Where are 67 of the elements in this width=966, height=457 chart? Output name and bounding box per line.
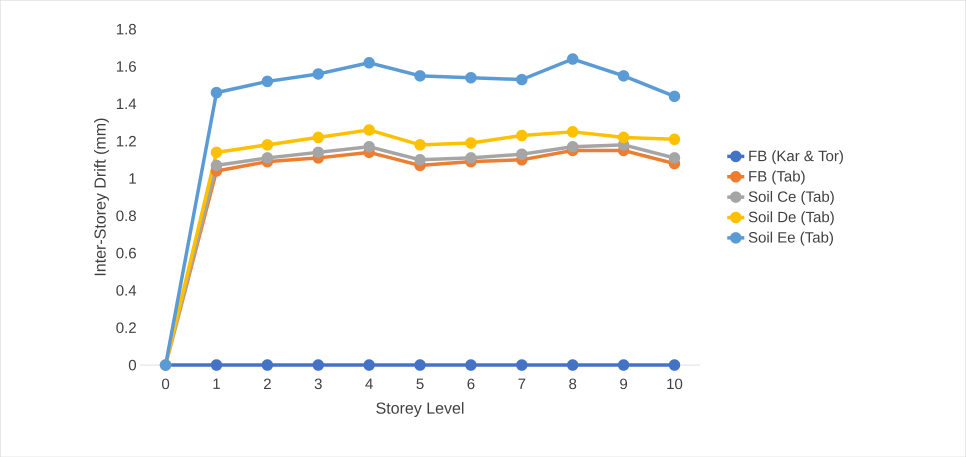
legend-label: Soil Ce (Tab) <box>748 190 834 205</box>
point <box>363 56 375 68</box>
y-tick-label: 1.8 <box>116 24 136 34</box>
x-tick-label: 1 <box>213 378 220 389</box>
point <box>210 146 222 158</box>
x-tick-label: 7 <box>518 378 526 389</box>
point <box>465 152 477 164</box>
point <box>414 359 426 371</box>
x-tick-label: 6 <box>468 378 474 390</box>
point <box>312 359 324 371</box>
x-tick-label: 5 <box>416 378 424 389</box>
y-axis-title: Inter-Storey Drift (mm) <box>94 118 109 276</box>
legend-label: Soil De (Tab) <box>748 211 834 226</box>
point <box>414 154 426 166</box>
point <box>618 359 630 371</box>
y-tick-label: 1.6 <box>116 61 136 72</box>
point <box>262 359 274 371</box>
point <box>312 146 324 158</box>
x-axis-title: Storey Level <box>376 402 464 417</box>
x-tick-label: 9 <box>620 378 628 390</box>
legend-label: Soil Ee (Tab) <box>748 232 833 246</box>
point <box>516 74 528 86</box>
point <box>363 359 375 371</box>
y-tick-label: 1.4 <box>116 98 136 109</box>
point <box>262 139 274 151</box>
point <box>262 76 274 88</box>
x-tick-label: 8 <box>569 378 576 390</box>
legend-label: FB (Tab) <box>749 170 805 184</box>
point <box>668 133 680 145</box>
point <box>465 72 477 84</box>
x-tick-label: 10 <box>667 378 682 390</box>
point <box>414 70 426 82</box>
point <box>618 132 630 144</box>
point <box>210 160 222 172</box>
point <box>668 359 680 371</box>
point <box>262 152 274 164</box>
point <box>516 148 528 160</box>
point <box>566 140 578 152</box>
y-tick-label: 0.8 <box>116 210 136 221</box>
point <box>465 137 477 149</box>
y-tick-label: 1.2 <box>116 136 136 146</box>
point <box>566 359 578 371</box>
point <box>363 124 375 136</box>
point <box>618 70 630 82</box>
y-tick-label: 1 <box>129 173 136 184</box>
y-tick-label: 0.2 <box>116 322 136 333</box>
point <box>516 130 528 142</box>
legend-label: FB (Kar & Tor) <box>749 150 843 164</box>
x-tick-label: 2 <box>264 378 271 389</box>
y-tick-label: 0.4 <box>116 285 136 296</box>
point <box>414 139 426 151</box>
point <box>312 132 324 144</box>
y-tick-label: 0 <box>128 360 136 370</box>
x-tick-label: 0 <box>162 378 170 390</box>
point <box>312 68 324 80</box>
point <box>566 126 578 138</box>
point <box>516 359 528 371</box>
point <box>668 152 680 164</box>
x-tick-label: 3 <box>314 378 322 390</box>
x-tick-label: 4 <box>365 378 373 389</box>
point <box>668 90 680 102</box>
point <box>210 359 222 371</box>
point <box>363 140 375 152</box>
point <box>465 359 477 371</box>
point <box>210 86 222 98</box>
y-tick-label: 0.6 <box>116 248 136 258</box>
point <box>566 53 578 65</box>
